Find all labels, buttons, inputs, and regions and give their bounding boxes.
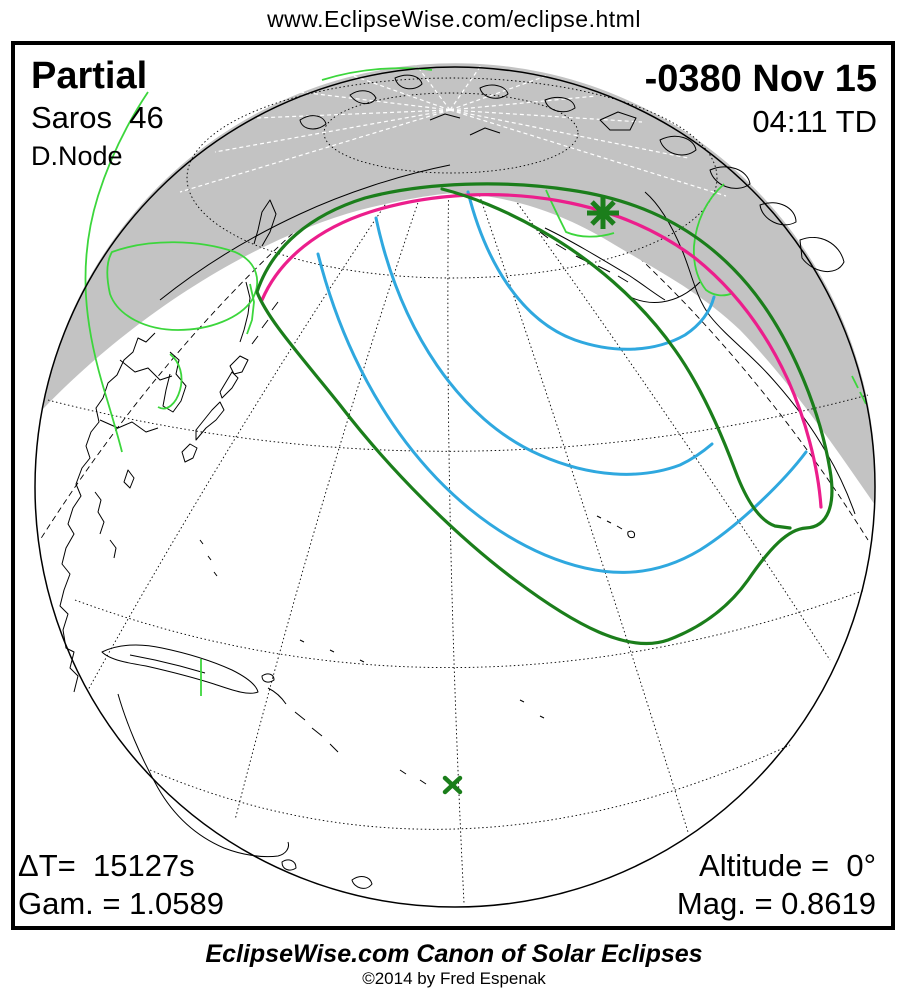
saros-label: Saros 46 bbox=[31, 100, 164, 135]
graticule-latitudes bbox=[47, 77, 869, 830]
node-label: D.Node bbox=[31, 141, 123, 171]
eclipse-time-label: 04:11 TD bbox=[752, 104, 877, 139]
altitude-label: Altitude = 0° bbox=[699, 848, 876, 883]
magnitude-contours bbox=[316, 190, 808, 574]
gamma-label: Gam. = 1.0589 bbox=[18, 886, 224, 921]
subsolar-x-icon bbox=[442, 775, 463, 795]
night-shading-region bbox=[42, 63, 876, 506]
canon-title: EclipseWise.com Canon of Solar Eclipses bbox=[205, 940, 703, 968]
eclipse-type-label: Partial bbox=[31, 55, 148, 97]
night-graticule-rays bbox=[179, 61, 727, 197]
delta-t-label: ΔT= 15127s bbox=[18, 848, 195, 883]
greatest-eclipse-asterisk-icon bbox=[587, 197, 619, 229]
sunrise-sunset-max-curve bbox=[260, 193, 823, 509]
page-url-text: www.EclipseWise.com/eclipse.html bbox=[267, 6, 641, 32]
magnitude-label: Mag. = 0.8619 bbox=[676, 886, 876, 921]
globe-limb bbox=[34, 66, 876, 908]
eclipse-date-label: -0380 Nov 15 bbox=[644, 58, 877, 100]
globe-disk bbox=[35, 67, 875, 907]
map-frame bbox=[11, 41, 895, 930]
copyright-text: ©2014 by Fred Espenak bbox=[362, 969, 546, 988]
eclipse-limit-curves bbox=[255, 182, 834, 646]
